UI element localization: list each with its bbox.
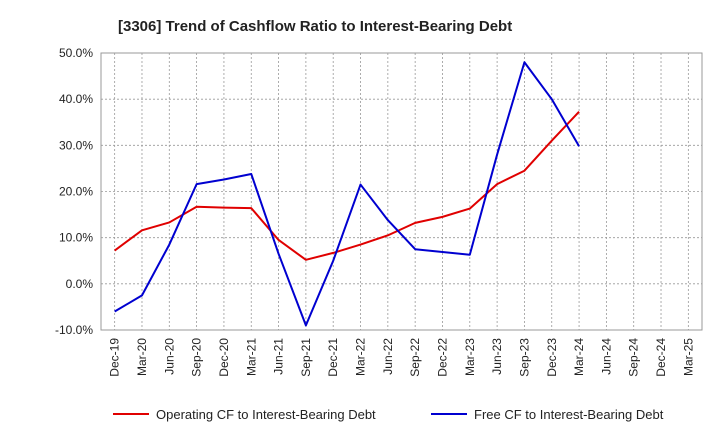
- y-tick-label: 20.0%: [59, 185, 93, 199]
- x-tick-label: Sep-21: [299, 338, 313, 377]
- chart-title: [3306] Trend of Cashflow Ratio to Intere…: [118, 18, 512, 35]
- series-line-1: [114, 61, 580, 327]
- x-tick-label: Jun-22: [381, 338, 395, 375]
- y-tick-label: 40.0%: [59, 92, 93, 106]
- legend-label-0: Operating CF to Interest-Bearing Debt: [156, 407, 376, 422]
- y-tick-label: 30.0%: [59, 138, 93, 152]
- x-tick-label: Mar-22: [354, 338, 368, 376]
- y-tick-label: 10.0%: [59, 231, 93, 245]
- legend-label-1: Free CF to Interest-Bearing Debt: [474, 407, 664, 422]
- x-tick-label: Dec-20: [217, 338, 231, 377]
- y-tick-label: 50.0%: [59, 46, 93, 60]
- x-tick-label: Mar-21: [244, 338, 258, 376]
- y-tick-label: 0.0%: [66, 277, 94, 291]
- x-tick-label: Dec-22: [435, 338, 449, 377]
- x-tick-label: Sep-20: [190, 338, 204, 377]
- x-tick-label: Sep-23: [517, 338, 531, 377]
- x-tick-label: Dec-19: [108, 338, 122, 377]
- y-axis-ticks: -10.0% 0.0% 10.0% 20.0% 30.0% 40.0% 50.0%: [55, 46, 93, 337]
- x-tick-label: Dec-24: [654, 338, 668, 377]
- x-tick-label: Mar-23: [463, 338, 477, 376]
- y-tick-label: -10.0%: [55, 323, 93, 337]
- grid-lines: [101, 52, 702, 331]
- x-tick-label: Dec-21: [326, 338, 340, 377]
- x-tick-label: Sep-24: [627, 338, 641, 377]
- x-tick-label: Jun-24: [599, 338, 613, 375]
- x-tick-label: Mar-24: [572, 338, 586, 376]
- legend: Operating CF to Interest-Bearing Debt Fre…: [113, 407, 664, 422]
- x-tick-label: Jun-23: [490, 338, 504, 375]
- x-tick-label: Jun-21: [272, 338, 286, 375]
- x-axis-ticks: Dec-19 Mar-20 Jun-20 Sep-20 Dec-20 Mar-21 Jun-…: [108, 338, 696, 377]
- x-tick-label: Dec-23: [545, 338, 559, 377]
- x-tick-label: Jun-20: [162, 338, 176, 375]
- x-tick-label: Mar-20: [135, 338, 149, 376]
- series-layer: [114, 61, 580, 327]
- x-tick-label: Mar-25: [681, 338, 695, 376]
- x-tick-label: Sep-22: [408, 338, 422, 377]
- series-line-0: [114, 110, 580, 261]
